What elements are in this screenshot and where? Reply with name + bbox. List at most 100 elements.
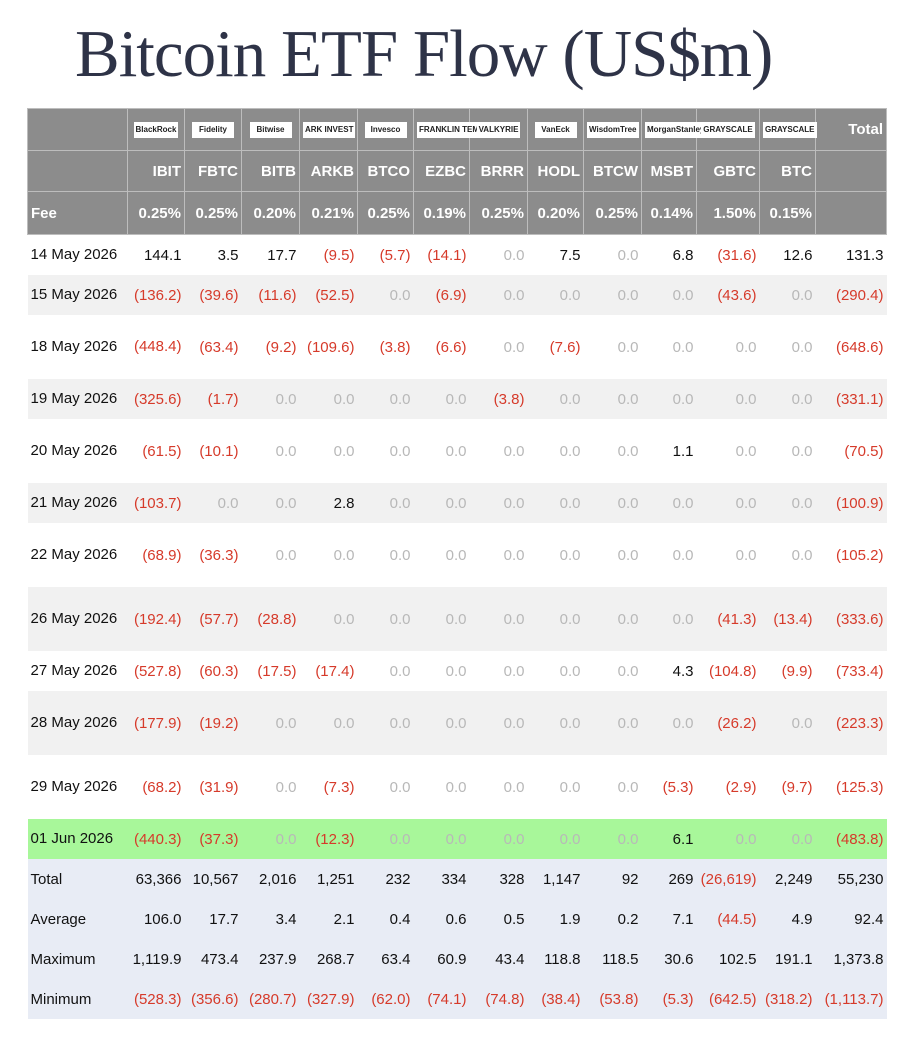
date-cell: 18 May 2026 bbox=[30, 338, 118, 355]
ticker-cell: MSBT bbox=[641, 150, 697, 192]
flow-cell: (325.6) bbox=[127, 379, 185, 419]
stats-cell: 102.5 bbox=[696, 939, 760, 979]
stats-cell: 334 bbox=[413, 859, 470, 899]
stats-cell: (44.5) bbox=[696, 899, 760, 939]
flow-cell: (3.8) bbox=[379, 338, 411, 356]
issuer-logo-icon: VALKYRIE bbox=[476, 122, 521, 139]
row-total-cell: (483.8) bbox=[815, 819, 887, 859]
flow-cell: 0.0 bbox=[469, 691, 528, 755]
flow-cell: 0.0 bbox=[527, 587, 584, 651]
table-row: 15 May 2026 (136.2) (39.6) (11.6) (52.5) 0.0(… bbox=[27, 275, 887, 315]
flow-cell: 0.0 bbox=[241, 379, 300, 419]
flow-cell: 12.6 bbox=[783, 246, 813, 264]
flow-cell: 0.0 bbox=[389, 442, 411, 460]
flow-cell: 0.0 bbox=[559, 442, 581, 460]
flow-cell: 0.0 bbox=[445, 442, 467, 460]
fee-cell: 0.25% bbox=[469, 191, 528, 235]
flow-cell: 0.0 bbox=[389, 546, 411, 564]
row-total-cell: (648.6) bbox=[835, 338, 884, 356]
flow-cell: (7.3) bbox=[323, 778, 355, 796]
flow-cell: 0.0 bbox=[413, 379, 470, 419]
flow-cell: 0.0 bbox=[759, 275, 816, 315]
flow-cell: 0.0 bbox=[503, 546, 525, 564]
stats-cell: (280.7) bbox=[241, 979, 300, 1019]
flow-cell: 0.0 bbox=[469, 587, 528, 651]
stats-cell: 60.9 bbox=[413, 939, 470, 979]
issuer-logo-icon: ARK INVEST bbox=[303, 122, 356, 139]
flow-cell: (31.9) bbox=[199, 778, 239, 796]
stats-label: Average bbox=[27, 899, 128, 939]
flow-cell: 0.0 bbox=[357, 819, 414, 859]
flow-cell: (9.5) bbox=[323, 246, 355, 264]
flow-cell: 0.0 bbox=[696, 379, 760, 419]
flow-cell: (136.2) bbox=[127, 275, 185, 315]
ticker-cell: BITB bbox=[241, 150, 300, 192]
flow-cell: 0.0 bbox=[583, 483, 642, 523]
fee-row: Fee 0.25% 0.25% 0.20% 0.21% 0.25% 0.19% 0.25% 0.… bbox=[27, 191, 887, 235]
stats-cell: (74.1) bbox=[413, 979, 470, 1019]
date-cell: 27 May 2026 bbox=[30, 662, 118, 679]
issuer-logo-icon: Fidelity bbox=[192, 122, 234, 139]
flow-cell: 0.0 bbox=[445, 778, 467, 796]
flow-cell: 0.0 bbox=[357, 483, 414, 523]
stats-total-cell: 1,373.8 bbox=[815, 939, 887, 979]
flow-cell: (60.3) bbox=[199, 662, 239, 680]
issuer-logo-cell: VanEck bbox=[527, 108, 584, 151]
flow-cell: (28.8) bbox=[241, 587, 300, 651]
flow-cell: (61.5) bbox=[142, 442, 182, 460]
flow-cell: 0.0 bbox=[735, 442, 757, 460]
flow-cell: (177.9) bbox=[127, 691, 185, 755]
flow-cell: 0.0 bbox=[617, 246, 639, 264]
flow-cell: (1.7) bbox=[184, 379, 242, 419]
stats-cell: (5.3) bbox=[641, 979, 697, 1019]
flow-cell: 17.7 bbox=[267, 246, 297, 264]
stats-total-cell: 55,230 bbox=[815, 859, 887, 899]
flow-cell: 0.0 bbox=[559, 662, 581, 680]
flow-cell: 0.0 bbox=[389, 662, 411, 680]
flow-cell: (5.3) bbox=[662, 778, 694, 796]
date-cell: 22 May 2026 bbox=[30, 546, 118, 563]
fee-cell: 0.20% bbox=[241, 191, 300, 235]
stats-cell: 118.5 bbox=[583, 939, 642, 979]
stats-cell: 237.9 bbox=[241, 939, 300, 979]
flow-cell: 0.0 bbox=[503, 778, 525, 796]
stats-cell: (53.8) bbox=[583, 979, 642, 1019]
flow-cell: (527.8) bbox=[133, 662, 182, 680]
issuer-logo-icon: BlackRock bbox=[133, 122, 179, 139]
stats-cell: 63.4 bbox=[357, 939, 414, 979]
ticker-cell: FBTC bbox=[184, 150, 242, 192]
flow-cell: (3.8) bbox=[469, 379, 528, 419]
ticker-cell: HODL bbox=[527, 150, 584, 192]
flow-cell: (14.1) bbox=[427, 246, 467, 264]
flow-cell: (9.2) bbox=[265, 338, 297, 356]
ticker-cell: BTCO bbox=[357, 150, 414, 192]
stats-label: Minimum bbox=[27, 979, 128, 1019]
stats-cell: (62.0) bbox=[357, 979, 414, 1019]
flow-cell: (10.1) bbox=[199, 442, 239, 460]
issuer-logo-icon: Bitwise bbox=[249, 122, 292, 139]
stats-cell: (38.4) bbox=[527, 979, 584, 1019]
stats-cell: 0.5 bbox=[469, 899, 528, 939]
header-corner bbox=[27, 150, 128, 192]
stats-cell: 1.9 bbox=[527, 899, 584, 939]
stats-cell: 7.1 bbox=[641, 899, 697, 939]
fee-cell: 0.14% bbox=[641, 191, 697, 235]
flow-cell: 4.3 bbox=[672, 662, 694, 680]
fee-label: Fee bbox=[27, 191, 128, 235]
issuer-logo-cell: GRAYSCALE bbox=[759, 108, 817, 151]
date-cell: 19 May 2026 bbox=[27, 379, 128, 419]
table-row: 26 May 2026 (192.4) (57.7) (28.8) 0.0 0.0 0.0 0… bbox=[27, 587, 887, 651]
table-row: 01 Jun 2026 (440.3) (37.3) 0.0 (12.3) 0.0 0.0 0… bbox=[27, 819, 887, 859]
flow-cell: 0.0 bbox=[641, 275, 697, 315]
flow-cell: 0.0 bbox=[275, 778, 297, 796]
stats-cell: 473.4 bbox=[184, 939, 242, 979]
stats-cell: (642.5) bbox=[696, 979, 760, 1019]
date-cell: 15 May 2026 bbox=[27, 275, 128, 315]
flow-cell: 0.0 bbox=[333, 442, 355, 460]
flow-cell: 7.5 bbox=[559, 246, 581, 264]
flow-cell: (52.5) bbox=[299, 275, 358, 315]
ticker-row: IBIT FBTC BITB ARKB BTCO EZBC BRRR HODL BTCW MSBT… bbox=[27, 150, 887, 192]
stats-cell: 43.4 bbox=[469, 939, 528, 979]
flow-cell: (103.7) bbox=[127, 483, 185, 523]
date-cell: 14 May 2026 bbox=[30, 246, 118, 263]
